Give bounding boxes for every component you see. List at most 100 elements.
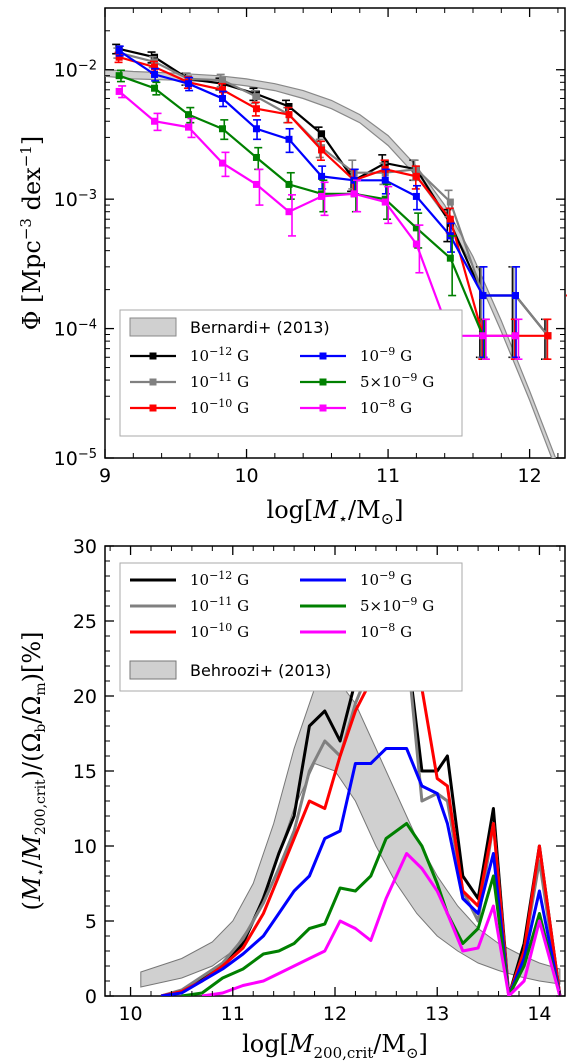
data-point: [285, 111, 293, 119]
data-point: [479, 292, 487, 300]
superscript: −9: [401, 371, 417, 384]
bottom-x-ticks: 10 11 12 13 14: [109, 546, 561, 1025]
text-span: 10: [360, 347, 379, 365]
top-series-line: [118, 49, 516, 297]
text-span: 10: [360, 399, 379, 417]
legend-label: 10−8 G: [360, 621, 412, 642]
data-point: [115, 53, 123, 61]
data-point: [252, 105, 260, 113]
legend-marker: [319, 404, 327, 412]
y-tick-label: 25: [73, 611, 97, 633]
legend-band-label: Behroozi+ (2013): [190, 661, 331, 680]
text-span: 10: [190, 373, 209, 391]
y-tick-label: 10−4: [54, 317, 97, 341]
data-point: [285, 103, 293, 111]
behroozi-band: [140, 675, 561, 988]
text-span: 10: [190, 347, 209, 365]
text-span: 10: [190, 597, 209, 615]
superscript: −9: [379, 345, 395, 358]
data-point: [285, 135, 293, 143]
text-span: 10: [190, 571, 209, 589]
text-span: G: [417, 597, 434, 615]
top-x-ticks: 9 10 11 12: [99, 8, 559, 487]
legend-marker: [319, 378, 327, 386]
data-point: [511, 292, 519, 300]
data-point: [218, 125, 226, 133]
x-tick-label: 13: [425, 1003, 449, 1025]
data-point: [412, 240, 420, 248]
data-point: [285, 180, 293, 188]
data-point: [115, 72, 123, 80]
data-point: [252, 93, 260, 101]
y-tick-label: 10−2: [54, 58, 97, 82]
text-span: 10: [54, 319, 78, 341]
legend-label: 10−12 G: [190, 569, 249, 590]
text-span: G: [395, 571, 412, 589]
x-tick-label: 12: [323, 1003, 347, 1025]
data-point: [252, 125, 260, 133]
text-span: 10: [190, 399, 209, 417]
top-series-line: [118, 90, 516, 337]
x-tick-label: 11: [221, 1003, 245, 1025]
data-point: [285, 208, 293, 216]
data-point: [446, 198, 454, 206]
data-point: [115, 47, 123, 55]
legend-label: 10−11 G: [190, 595, 249, 616]
y-tick-label: 10−3: [54, 188, 97, 212]
superscript: −11: [209, 371, 232, 384]
data-point: [151, 117, 159, 125]
data-point: [381, 198, 389, 206]
y-tick-label: 0: [85, 986, 97, 1008]
superscript: −5: [78, 447, 97, 462]
text-span: 10: [54, 60, 78, 82]
y-tick-label: 30: [73, 536, 97, 558]
text-span: G: [232, 597, 249, 615]
superscript: −4: [78, 317, 97, 332]
text-span: 5×10: [360, 373, 401, 391]
data-point: [185, 123, 193, 131]
x-tick-label: 10: [234, 465, 258, 487]
superscript: −8: [379, 621, 395, 634]
data-point: [185, 80, 193, 88]
data-point: [412, 192, 420, 200]
legend-marker: [149, 404, 157, 412]
bottom-legend-box: [119, 562, 463, 692]
superscript: −12: [209, 569, 232, 582]
data-point: [151, 70, 159, 78]
top-y-ticks: 10−510−410−310−2: [54, 7, 565, 471]
legend-label: 10−8 G: [360, 397, 412, 418]
bottom-series-line-3: [160, 747, 562, 996]
top-series-line: [118, 56, 548, 337]
text-span: 10: [360, 623, 379, 641]
data-point: [218, 86, 226, 94]
legend-label: 10−9 G: [360, 569, 412, 590]
data-point: [412, 172, 420, 180]
text-span: 10: [360, 571, 379, 589]
text-span: G: [395, 623, 412, 641]
legend-label: 10−11 G: [190, 371, 249, 392]
top-plot-frame: [104, 7, 566, 459]
panel-stellar-to-halo: 10 11 12 13 14 0 5 10 15 20 25 30 log[M200,crit/M⊙…: [18, 536, 566, 1061]
data-point: [446, 215, 454, 223]
y-tick-label: 20: [73, 686, 97, 708]
text-span: G: [232, 373, 249, 391]
superscript: −11: [209, 595, 232, 608]
data-point: [318, 146, 326, 154]
y-tick-label: 10−5: [54, 447, 97, 471]
data-point: [381, 176, 389, 184]
data-point: [412, 224, 420, 232]
top-series-line: [118, 51, 549, 337]
x-tick-label: 14: [527, 1003, 551, 1025]
data-point: [252, 153, 260, 161]
superscript: −9: [379, 569, 395, 582]
data-point: [115, 87, 123, 95]
legend-marker: [149, 378, 157, 386]
text-span: 10: [54, 189, 78, 211]
data-point: [151, 63, 159, 71]
data-point: [511, 332, 519, 340]
data-point: [218, 94, 226, 102]
superscript: −12: [209, 345, 232, 358]
data-point: [318, 172, 326, 180]
legend-band-swatch: [129, 660, 177, 680]
